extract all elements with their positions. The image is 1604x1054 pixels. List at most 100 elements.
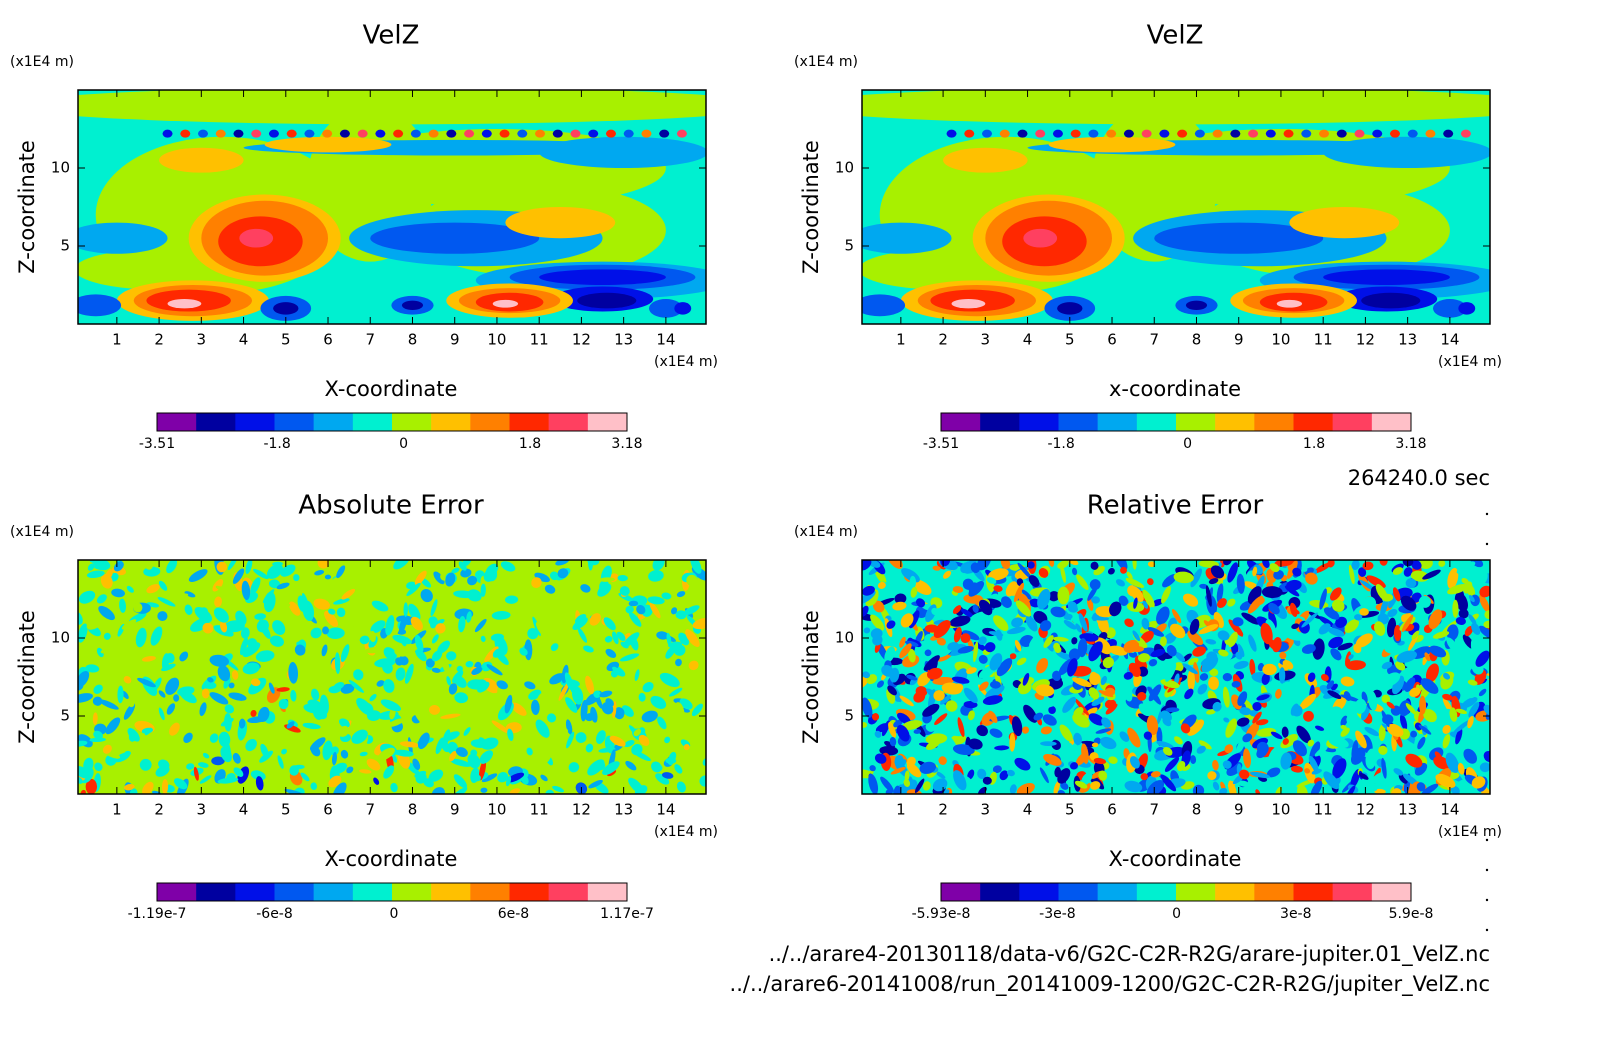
plot-frame — [861, 559, 1491, 795]
noise-blob — [1174, 736, 1183, 745]
noise-blob — [957, 717, 965, 737]
noise-blob — [906, 674, 918, 681]
noise-blob — [585, 743, 594, 753]
noise-blob — [995, 629, 1003, 641]
noise-blob — [158, 707, 165, 721]
noise-blob — [1199, 673, 1209, 681]
noise-blob — [1364, 726, 1380, 737]
noise-blob — [922, 703, 940, 717]
noise-blob — [612, 631, 619, 645]
noise-blob — [245, 560, 253, 574]
noise-blob — [1351, 560, 1360, 570]
noise-blob — [978, 599, 993, 616]
noise-blob — [1205, 585, 1212, 607]
noise-blob — [414, 570, 427, 586]
colorbar-segment — [1136, 413, 1177, 431]
contour-blob — [1123, 129, 1134, 138]
noise-blob — [1127, 727, 1141, 748]
noise-blob — [217, 777, 239, 784]
noise-blob — [471, 667, 483, 675]
noise-blob — [371, 600, 389, 612]
noise-blob — [394, 647, 409, 657]
noise-blob — [1118, 595, 1129, 606]
noise-blob — [430, 620, 437, 629]
noise-blob — [435, 618, 445, 625]
noise-blob — [191, 656, 206, 667]
noise-blob — [377, 569, 393, 588]
contour-blob — [1141, 129, 1152, 138]
noise-blob — [1381, 661, 1393, 670]
noise-blob — [425, 658, 435, 668]
noise-blob — [638, 692, 646, 702]
noise-blob — [184, 604, 193, 616]
noise-blob — [220, 746, 232, 763]
colorbar-segment — [1293, 883, 1333, 901]
noise-blob — [1147, 686, 1162, 705]
noise-blob — [1314, 562, 1332, 574]
contour-blob — [862, 222, 952, 254]
contour-blob — [1289, 207, 1400, 239]
noise-blob — [1077, 638, 1088, 658]
x-tick-label: 7 — [1149, 801, 1159, 819]
x-tick-label: 13 — [1398, 331, 1417, 349]
noise-blob — [963, 700, 978, 709]
noise-blob — [1006, 769, 1015, 777]
noise-blob — [269, 635, 284, 647]
y-unit: (x1E4 m) — [794, 524, 858, 540]
plot-frame — [77, 89, 707, 325]
noise-blob — [253, 568, 269, 580]
noise-blob — [1340, 727, 1350, 737]
y-unit: (x1E4 m) — [10, 524, 74, 540]
noise-blob — [383, 765, 395, 779]
time-label: 264240.0 sec — [1348, 466, 1490, 490]
noise-blob — [651, 761, 662, 773]
noise-blob — [1040, 741, 1057, 746]
noise-blob — [511, 702, 527, 716]
noise-blob — [1206, 709, 1216, 715]
noise-blob — [1222, 760, 1232, 769]
noise-blob — [1223, 717, 1230, 723]
noise-blob — [534, 572, 550, 583]
x-tick-label: 13 — [1398, 801, 1417, 819]
noise-blob — [869, 765, 876, 772]
x-tick-label: 1 — [112, 331, 122, 349]
noise-blob — [1236, 717, 1250, 727]
noise-blob — [1243, 748, 1251, 769]
noise-blob — [217, 665, 231, 682]
contour-blob — [1283, 129, 1294, 138]
colorbar-segment — [1136, 883, 1177, 901]
noise-blob — [1278, 667, 1286, 684]
noise-blob — [141, 727, 154, 734]
noise-blob — [239, 637, 248, 656]
noise-blob — [366, 758, 381, 771]
noise-blob — [953, 770, 967, 791]
noise-blob — [1191, 695, 1201, 707]
noise-blob — [387, 718, 405, 727]
colorbar-frame — [156, 412, 628, 432]
noise-blob — [135, 753, 142, 758]
noise-blob — [207, 677, 214, 683]
noise-blob — [886, 620, 896, 629]
noise-blob — [86, 570, 105, 578]
noise-blob — [909, 575, 917, 589]
noise-blob — [150, 626, 163, 646]
noise-blob — [601, 702, 614, 715]
noise-blob — [133, 602, 143, 613]
x-unit: (x1E4 m) — [654, 824, 718, 840]
noise-blob — [1192, 646, 1206, 657]
noise-blob — [1368, 690, 1378, 711]
colorbar-segment — [392, 883, 432, 901]
colorbar-segment — [1058, 883, 1098, 901]
noise-blob — [1405, 703, 1417, 715]
x-tick-label: 11 — [530, 801, 549, 819]
noise-blob — [872, 600, 885, 613]
noise-blob — [648, 569, 664, 582]
noise-blob — [491, 611, 511, 620]
noise-blob — [1182, 663, 1198, 675]
noise-blob — [478, 759, 487, 781]
noise-blob — [1173, 571, 1194, 584]
noise-blob — [1169, 623, 1186, 639]
noise-blob — [417, 732, 430, 750]
noise-blob — [617, 574, 628, 582]
contour-blob — [1023, 228, 1058, 248]
